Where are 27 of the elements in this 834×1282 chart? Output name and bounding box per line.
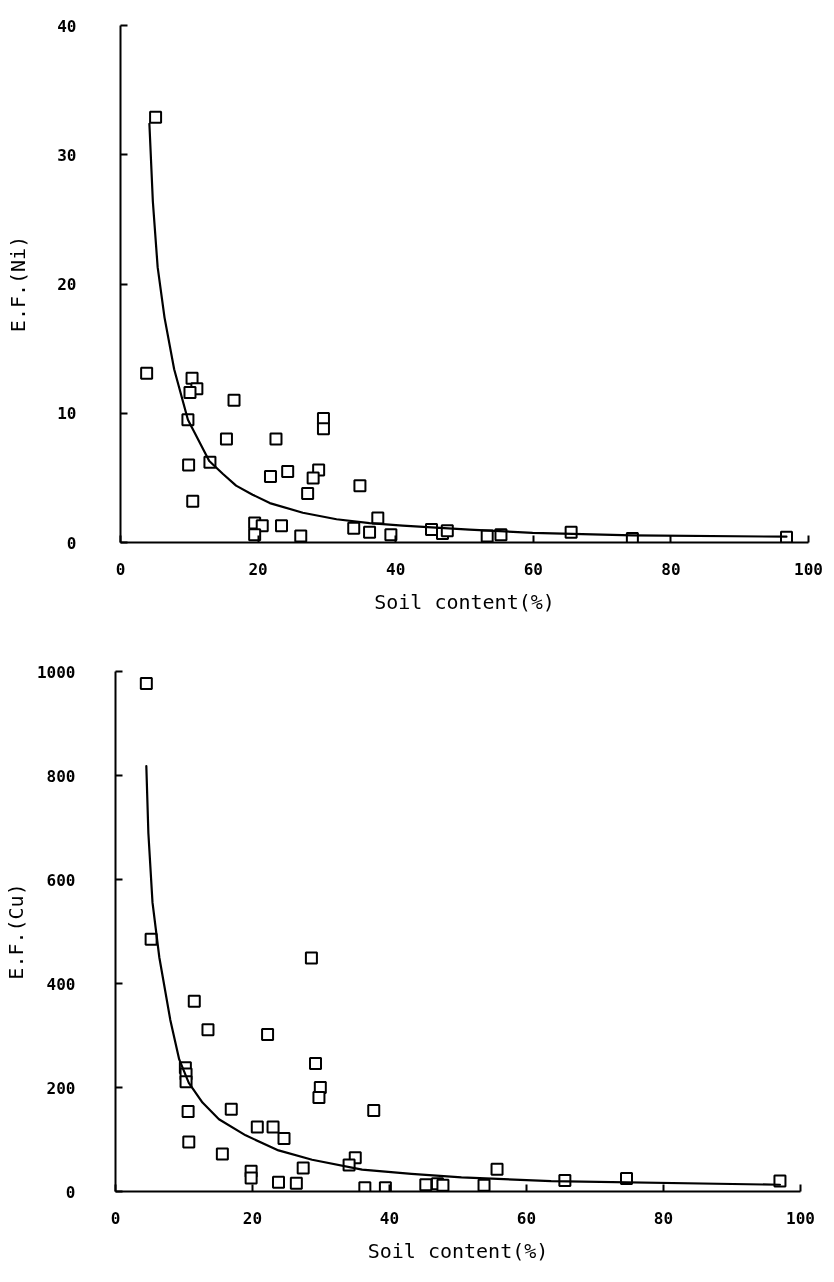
y-tick-label: 400 <box>46 974 76 994</box>
y-tick-label: 30 <box>57 145 77 165</box>
x-axis-title: Soil content(%) <box>367 1238 549 1263</box>
x-tick-label: 100 <box>786 1208 815 1228</box>
y-tick-label: 0 <box>66 533 77 553</box>
y-tick-label: 10 <box>57 404 77 424</box>
x-tick-label: 0 <box>110 1208 121 1228</box>
y-tick-label: 800 <box>46 766 76 786</box>
y-tick-label: 40 <box>57 16 77 36</box>
x-tick-label: 20 <box>248 559 268 579</box>
y-axis-title: E.F.(Cu) <box>3 883 28 980</box>
y-axis-title: E.F.(Ni) <box>6 235 31 333</box>
x-axis-title: Soil content(%) <box>374 589 555 614</box>
x-tick-label: 40 <box>386 559 406 579</box>
x-tick-label: 0 <box>115 559 126 579</box>
y-tick-label: 20 <box>57 275 77 294</box>
y-tick-label: 200 <box>46 1078 76 1098</box>
x-tick-label: 80 <box>661 559 681 579</box>
x-tick-label: 40 <box>379 1208 400 1228</box>
x-tick-label: 60 <box>516 1208 537 1228</box>
y-tick-label: 1000 <box>36 662 76 682</box>
x-tick-label: 100 <box>794 559 823 579</box>
y-tick-label: 0 <box>65 1182 76 1202</box>
x-tick-label: 60 <box>523 559 543 579</box>
x-tick-label: 20 <box>242 1208 263 1228</box>
x-tick-label: 80 <box>653 1208 674 1228</box>
y-tick-label: 600 <box>46 870 76 890</box>
